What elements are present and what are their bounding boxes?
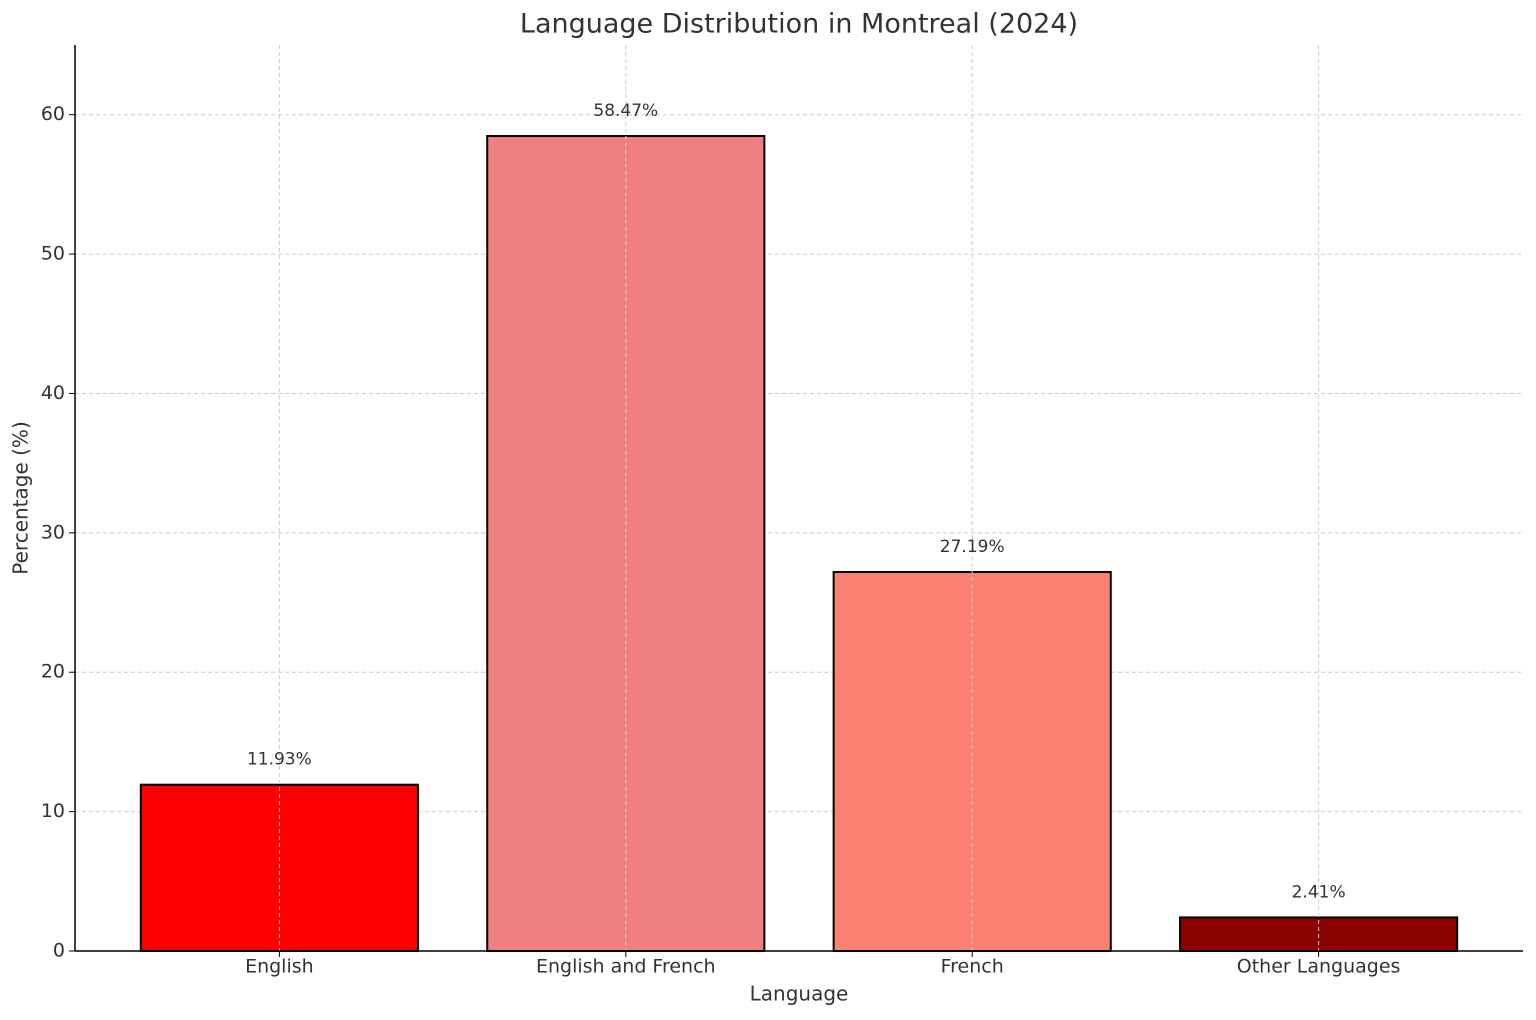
y-tick-label: 60	[41, 103, 65, 125]
value-label: 2.41%	[1292, 882, 1346, 902]
x-tick-label: English	[245, 956, 314, 978]
x-tick-label: Other Languages	[1237, 956, 1401, 978]
y-tick-label: 30	[41, 521, 65, 543]
y-tick-label: 0	[53, 940, 65, 962]
value-label: 11.93%	[247, 750, 312, 770]
y-tick-label: 40	[41, 382, 65, 404]
y-tick-label: 20	[41, 661, 65, 683]
chart-title: Language Distribution in Montreal (2024)	[520, 9, 1078, 40]
value-label: 58.47%	[593, 101, 658, 121]
y-axis-label: Percentage (%)	[9, 421, 33, 574]
x-tick-label: English and French	[536, 956, 716, 978]
y-tick-label: 50	[41, 243, 65, 265]
x-axis-label: Language	[750, 982, 849, 1006]
y-tick-label: 10	[41, 800, 65, 822]
x-tick-label: French	[941, 956, 1004, 978]
value-label: 27.19%	[940, 537, 1005, 557]
